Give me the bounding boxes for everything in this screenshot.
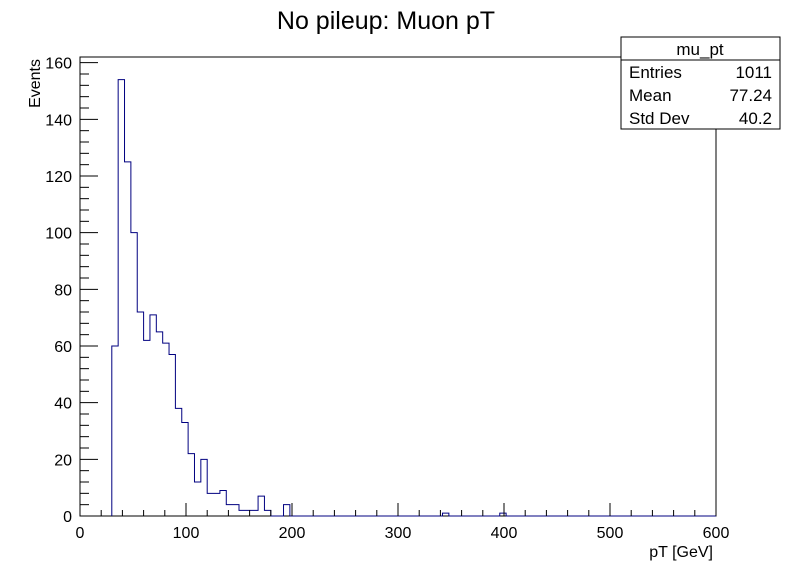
x-axis-label: pT [GeV]	[649, 544, 713, 561]
axes-layer: 0 100 200 300 400 500 600 0 20 40 60 80 100 120 140 160	[45, 56, 729, 542]
x-tick-label: 100	[173, 525, 200, 542]
chart-title: No pileup: Muon pT	[277, 7, 495, 35]
y-axis-label: Events	[27, 59, 44, 108]
histogram-layer	[111, 79, 716, 517]
y-tick-label: 80	[54, 282, 72, 299]
plot-frame	[79, 56, 717, 517]
y-tick-label: 0	[63, 509, 72, 526]
y-tick-label: 40	[54, 396, 72, 413]
x-tick-label: 200	[279, 525, 306, 542]
stats-box-frame	[620, 36, 781, 130]
y-tick-label: 120	[45, 169, 72, 186]
stats-box: mu_pt Entries 1011 Mean 77.24 Std Dev 40…	[620, 36, 781, 130]
stats-entries-value: 1011	[735, 63, 772, 82]
stats-stddev-value: 40.2	[739, 109, 772, 128]
histogram-outline	[111, 79, 716, 517]
x-tick-label: 500	[597, 525, 624, 542]
y-tick-label: 160	[45, 56, 72, 73]
y-tick-label: 60	[54, 339, 72, 356]
y-tick-label: 20	[54, 452, 72, 469]
stats-mean-label: Mean	[629, 86, 672, 105]
x-tick-label: 0	[76, 525, 85, 542]
stats-stddev-label: Std Dev	[629, 109, 690, 128]
stats-mean-value: 77.24	[729, 86, 772, 105]
x-tick-label: 300	[385, 525, 412, 542]
stats-entries-label: Entries	[629, 63, 682, 82]
x-tick-label: 600	[703, 525, 730, 542]
y-tick-label: 140	[45, 112, 72, 129]
stats-name: mu_pt	[676, 40, 724, 59]
y-tick-label: 100	[45, 226, 72, 243]
x-tick-label: 400	[491, 525, 518, 542]
